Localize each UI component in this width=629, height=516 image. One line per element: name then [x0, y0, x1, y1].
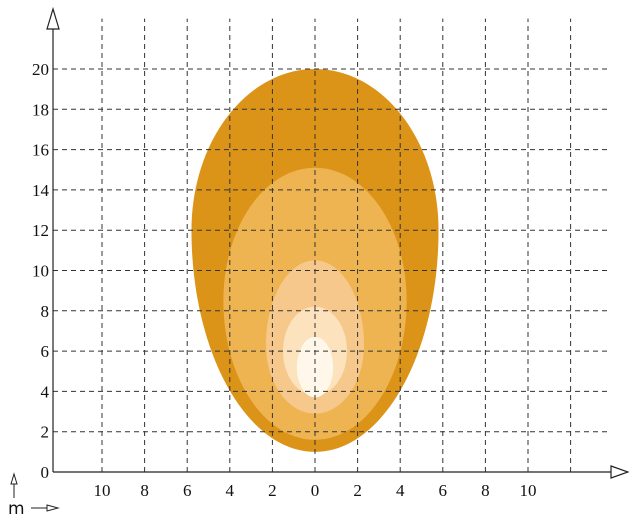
- y-tick-label: 0: [41, 463, 50, 482]
- x-tick-label: 6: [183, 481, 192, 500]
- y-tick-label: 18: [32, 100, 49, 119]
- x-tick-label: 10: [94, 481, 111, 500]
- y-tick-label: 4: [41, 382, 50, 401]
- x-tick-label: 10: [520, 481, 537, 500]
- x-tick-label: 8: [140, 481, 149, 500]
- y-tick-label: 8: [41, 302, 50, 321]
- y-tick-label: 2: [41, 423, 50, 442]
- y-tick-label: 20: [32, 60, 49, 79]
- x-tick-label: 6: [439, 481, 448, 500]
- contour-5: [296, 336, 334, 398]
- y-tick-label: 10: [32, 262, 49, 281]
- y-axis-arrow: [46, 6, 60, 30]
- x-tick-label: 8: [481, 481, 490, 500]
- unit-label: m: [8, 499, 25, 516]
- unit-right-arrow-head: [46, 504, 60, 512]
- x-tick-label: 0: [311, 481, 320, 500]
- x-tick-label: 2: [268, 481, 277, 500]
- y-tick-label: 12: [32, 221, 49, 240]
- y-tick-label: 6: [41, 342, 50, 361]
- y-tick-label: 14: [32, 181, 50, 200]
- axes-layer: [46, 6, 629, 479]
- grid-layer: [53, 18, 609, 472]
- x-tick-labels: 10 8 6 4 2 0 2 4 6 8 10: [94, 481, 537, 500]
- unit-indicator: m: [8, 472, 60, 516]
- x-tick-label: 2: [353, 481, 362, 500]
- y-tick-label: 16: [32, 141, 49, 160]
- x-tick-label: 4: [226, 481, 235, 500]
- x-tick-label: 4: [396, 481, 405, 500]
- y-tick-labels: 0 2 4 6 8 10 12 14 16 18 20: [32, 60, 50, 482]
- x-axis-arrow: [610, 465, 629, 479]
- unit-up-arrow-head: [10, 472, 18, 485]
